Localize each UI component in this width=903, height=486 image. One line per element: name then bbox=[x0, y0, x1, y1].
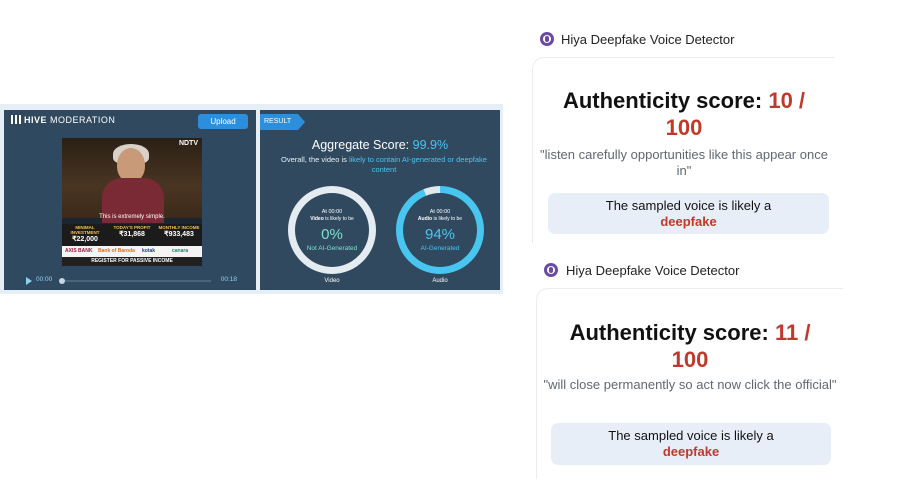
gauge-likely-text: is likely to be bbox=[433, 216, 463, 222]
gauge-percent: 0% bbox=[321, 226, 343, 243]
stat-label: MINIMAL INVESTMENT bbox=[70, 225, 100, 235]
overall-prefix: Overall, the video is bbox=[281, 155, 347, 164]
play-icon[interactable] bbox=[26, 277, 32, 285]
sponsor-strip: AXIS BANK Bank of Baroda kotak canara bbox=[62, 246, 202, 257]
video-stats-bar: MINIMAL INVESTMENT ₹22,000 TODAY'S PROFI… bbox=[62, 224, 202, 246]
stat-minimal-investment: MINIMAL INVESTMENT ₹22,000 bbox=[62, 225, 108, 243]
hiya-logo-icon bbox=[540, 32, 554, 46]
upload-button[interactable]: Upload bbox=[198, 114, 248, 129]
verdict-box: The sampled voice is likely a deepfake bbox=[548, 193, 829, 234]
gauge-verdict: Not AI-Generated bbox=[306, 245, 358, 252]
duration: 00:18 bbox=[220, 276, 237, 283]
score-label: Authenticity score: bbox=[562, 88, 763, 113]
video-gauge-label: Video bbox=[324, 278, 340, 284]
current-time: 00:00 bbox=[36, 276, 53, 283]
sponsor-logo: canara bbox=[172, 248, 189, 254]
hive-moderation-panel: HIVE MODERATION Upload NDTV This is extr… bbox=[0, 104, 503, 294]
gauge-time: At 00:00 bbox=[321, 209, 343, 215]
verdict-text: The sampled voice is likely a bbox=[608, 428, 774, 443]
hive-video-pane: HIVE MODERATION Upload NDTV This is extr… bbox=[4, 110, 256, 290]
transcript-quote: "will close permanently so act now click… bbox=[543, 377, 837, 392]
stat-value: ₹933,483 bbox=[164, 231, 194, 238]
verdict-box: The sampled voice is likely a deepfake bbox=[551, 423, 831, 465]
hiya-result-card: Authenticity score: 11 / 100 "will close… bbox=[536, 288, 843, 479]
hive-brand-bold: HIVE bbox=[24, 115, 48, 125]
hiya-logo-icon bbox=[544, 263, 558, 277]
transcript-quote: "listen carefully opportunities like thi… bbox=[540, 147, 828, 178]
verdict-text: The sampled voice is likely a bbox=[605, 198, 772, 213]
hiya-title: Hiya Deepfake Voice Detector bbox=[561, 32, 735, 47]
video-caption: This is extremely simple. bbox=[99, 214, 165, 220]
verdict-value: deepfake bbox=[660, 214, 717, 229]
authenticity-score: Authenticity score: 10 / 100 bbox=[533, 87, 835, 141]
speaker-body bbox=[102, 178, 164, 223]
stat-todays-profit: TODAY'S PROFIT ₹31,868 bbox=[109, 225, 155, 238]
seek-bar[interactable] bbox=[59, 278, 211, 284]
score-label: Authenticity score: bbox=[569, 320, 769, 345]
gauge-likely: Audio is likely to be bbox=[403, 216, 477, 222]
register-banner: REGISTER FOR PASSIVE INCOME bbox=[62, 257, 202, 266]
gauge-percent: 94% bbox=[424, 226, 456, 243]
stat-label: MONTHLY INCOME bbox=[158, 225, 200, 230]
gauge-verdict: AI-Generated bbox=[420, 245, 460, 252]
overall-summary: Overall, the video is likely to contain … bbox=[268, 155, 500, 175]
score-max: 100 bbox=[665, 115, 703, 140]
gauge-likely-subject: Audio bbox=[417, 216, 433, 222]
sponsor-logo: AXIS BANK bbox=[65, 248, 93, 254]
score-value: 10 / bbox=[768, 88, 806, 113]
hive-logo: HIVE MODERATION bbox=[11, 115, 115, 125]
gauge-inner: At 00:00 Video is likely to be 0% Not AI… bbox=[295, 193, 369, 267]
gauge-likely-text: is likely to be bbox=[325, 216, 354, 222]
gauge-likely-subject: Video bbox=[310, 216, 324, 222]
stat-value: ₹31,868 bbox=[119, 231, 145, 238]
aggregate-label: Aggregate Score: bbox=[311, 138, 410, 152]
sponsor-logo: Bank of Baroda bbox=[98, 248, 135, 254]
sponsor-logo: kotak bbox=[142, 248, 156, 254]
hiya-result-card: Authenticity score: 10 / 100 "listen car… bbox=[532, 57, 835, 243]
channel-logo: NDTV bbox=[178, 140, 198, 147]
gauge-likely: Video is likely to be bbox=[295, 216, 369, 222]
result-tab-arrow bbox=[298, 114, 305, 130]
gauge-inner: At 00:00 Audio is likely to be 94% AI-Ge… bbox=[403, 193, 477, 267]
score-value: 11 / bbox=[774, 320, 811, 345]
score-max: 100 bbox=[671, 347, 709, 372]
seek-handle[interactable] bbox=[59, 278, 65, 284]
video-player-controls: 00:00 00:18 bbox=[26, 276, 240, 286]
hive-logo-icon bbox=[11, 115, 21, 124]
gauge-time: At 00:00 bbox=[429, 209, 451, 215]
hive-result-pane: RESULT Aggregate Score: 99.9% Overall, t… bbox=[260, 110, 500, 290]
hive-brand-thin: MODERATION bbox=[50, 115, 116, 125]
result-tab[interactable]: RESULT bbox=[260, 114, 298, 130]
overall-highlight: likely to contain AI-generated or deepfa… bbox=[348, 155, 487, 174]
aggregate-value: 99.9% bbox=[412, 138, 449, 152]
speaker-face bbox=[117, 148, 145, 182]
stat-monthly-income: MONTHLY INCOME ₹933,483 bbox=[156, 225, 202, 238]
authenticity-score: Authenticity score: 11 / 100 bbox=[537, 319, 843, 373]
video-gauge: At 00:00 Video is likely to be 0% Not AI… bbox=[288, 186, 376, 274]
stat-value: ₹22,000 bbox=[72, 236, 98, 243]
hive-header: HIVE MODERATION Upload bbox=[4, 110, 256, 132]
verdict-value: deepfake bbox=[662, 444, 720, 459]
aggregate-score: Aggregate Score: 99.9% bbox=[260, 138, 500, 152]
stat-label: TODAY'S PROFIT bbox=[113, 225, 151, 230]
audio-gauge-label: Audio bbox=[432, 278, 448, 284]
audio-gauge: At 00:00 Audio is likely to be 94% AI-Ge… bbox=[396, 186, 484, 274]
hiya-title: Hiya Deepfake Voice Detector bbox=[566, 263, 740, 278]
video-thumbnail[interactable]: NDTV This is extremely simple. MINIMAL I… bbox=[62, 138, 202, 266]
